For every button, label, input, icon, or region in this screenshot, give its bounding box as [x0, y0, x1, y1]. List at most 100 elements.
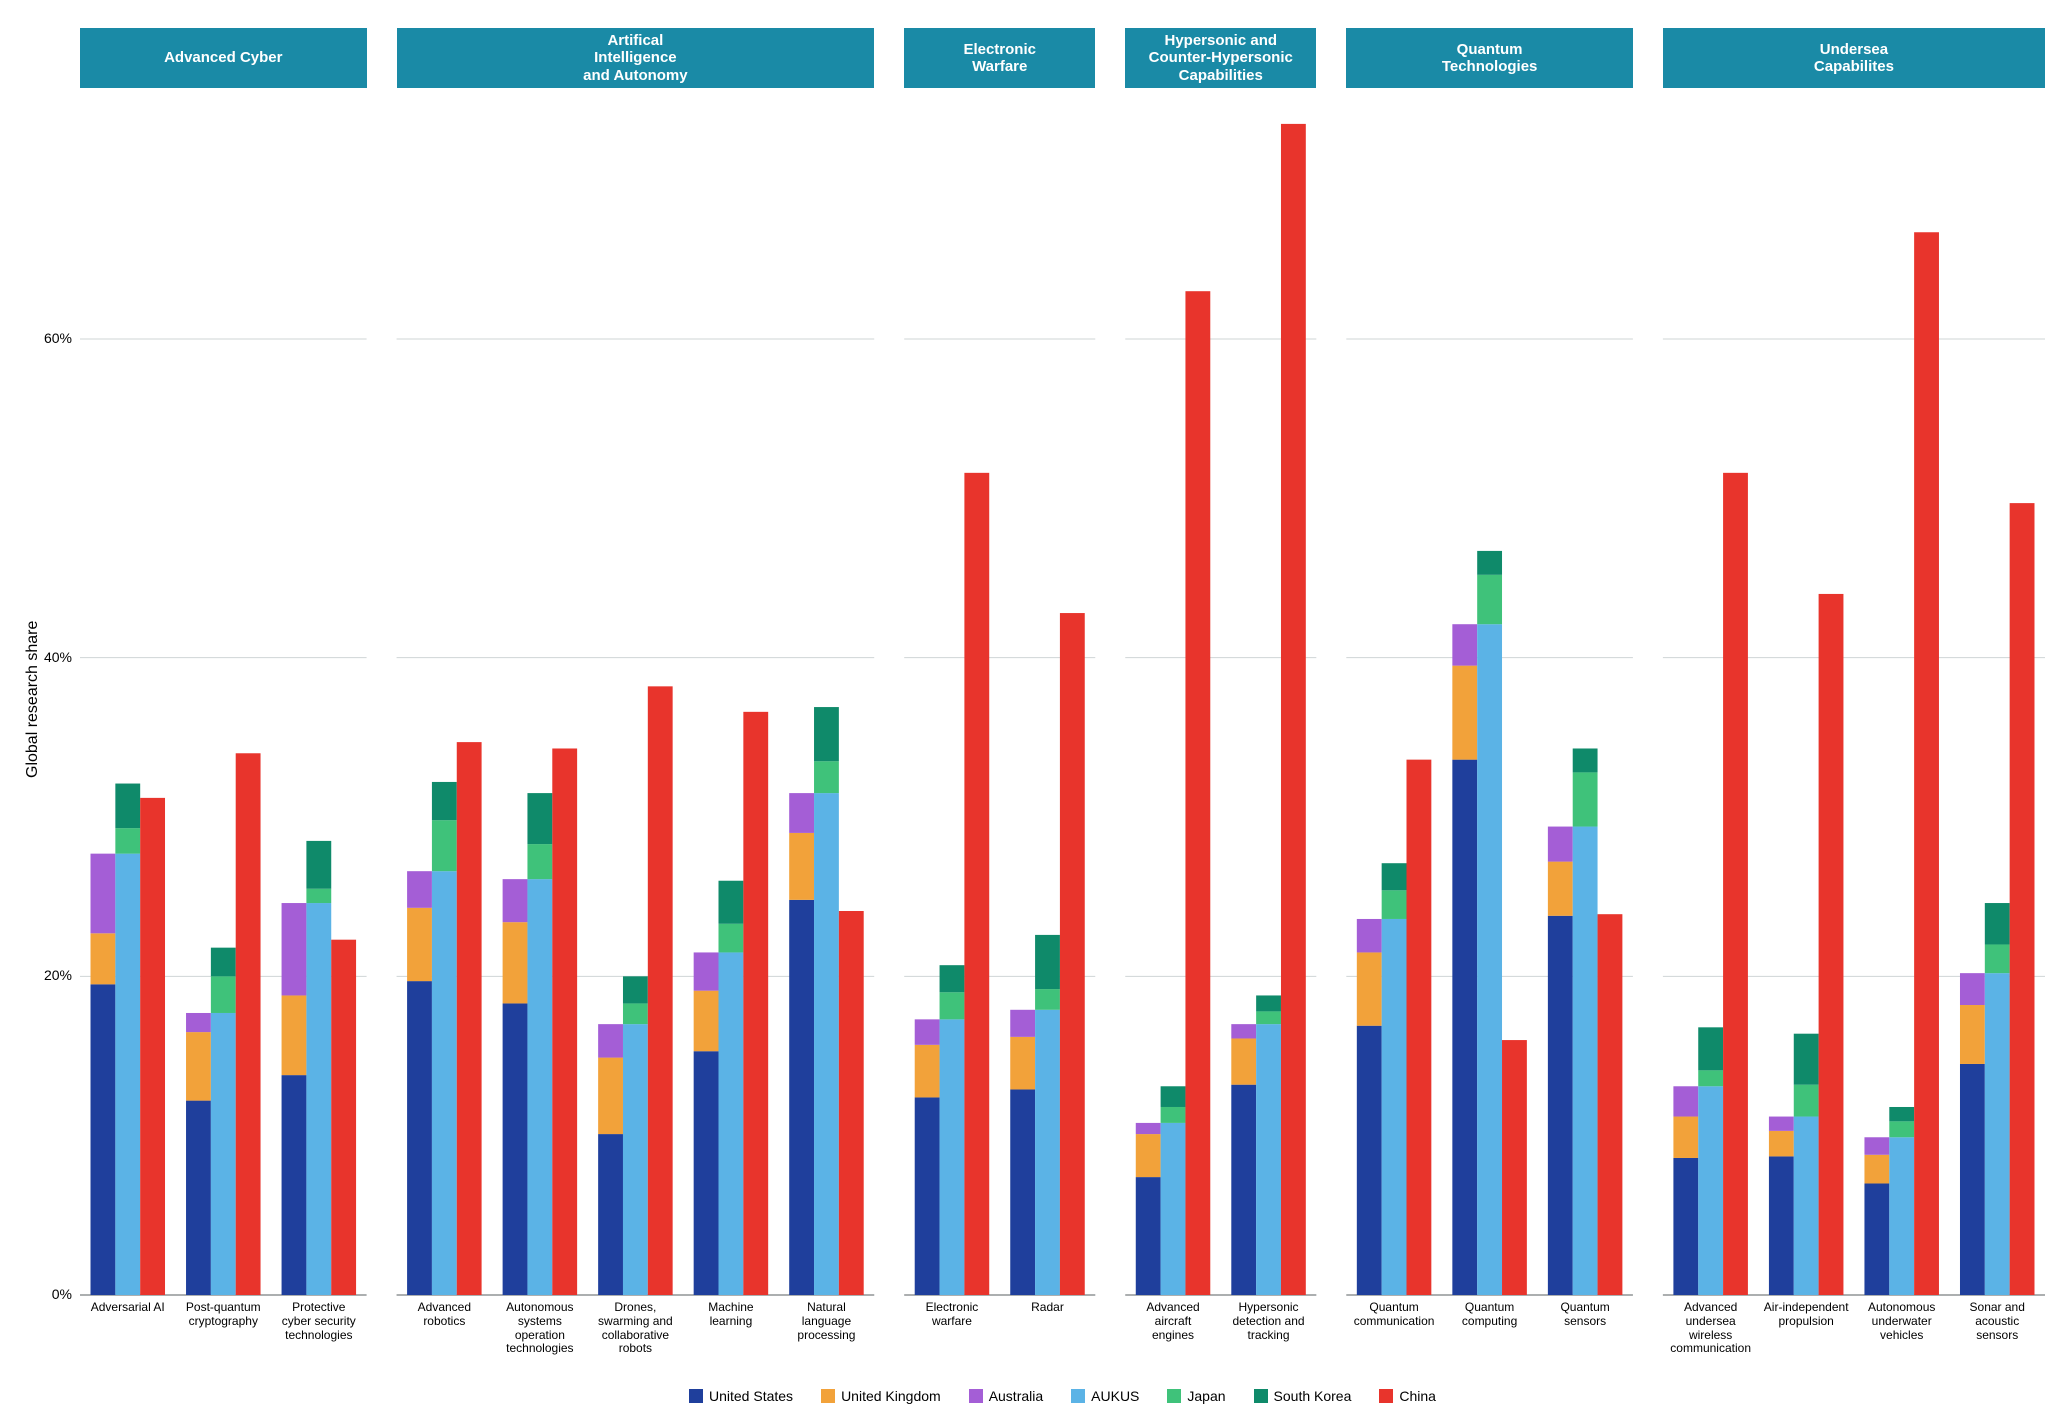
bar-US [1357, 1026, 1382, 1295]
chart-root: 0%20%40%60%Global research shareAdvanced… [0, 0, 2069, 1422]
bar-UK [407, 908, 432, 981]
bar-UK [1548, 862, 1573, 916]
bar-CN [1598, 914, 1623, 1295]
x-category-label: Adversarial AI [80, 1301, 176, 1315]
bar-AU [1960, 973, 1985, 1005]
bar-UK [1357, 952, 1382, 1025]
x-category-label: Protective cyber security technologies [271, 1301, 367, 1342]
bar-JP [1256, 1011, 1281, 1024]
bar-AUKUS [1035, 1010, 1060, 1295]
bar-AU [91, 854, 116, 934]
bar-KR [1889, 1107, 1914, 1121]
bar-AUKUS [432, 871, 457, 1295]
panel-header: Advanced Cyber [80, 28, 367, 88]
bar-AU [503, 879, 528, 922]
y-tick-label: 20% [44, 967, 72, 983]
bar-CN [140, 798, 165, 1295]
bar-KR [1698, 1027, 1723, 1070]
bar-AU [789, 793, 814, 833]
bar-JP [719, 924, 744, 953]
x-category-label: Advanced aircraft engines [1125, 1301, 1221, 1342]
bar-CN [457, 742, 482, 1295]
x-category-label: Machine learning [683, 1301, 779, 1329]
bar-US [1769, 1156, 1794, 1295]
x-category-label: Electronic warfare [904, 1301, 1000, 1329]
panel-header: Undersea Capabilites [1663, 28, 2045, 88]
bar-JP [115, 828, 140, 853]
bar-KR [940, 965, 965, 992]
bar-CN [552, 748, 577, 1295]
x-category-label: Drones, swarming and collaborative robot… [588, 1301, 684, 1356]
legend-label: Australia [989, 1388, 1043, 1404]
bar-AU [1548, 827, 1573, 862]
bar-US [1231, 1085, 1256, 1295]
bar-AU [1864, 1137, 1889, 1155]
legend-label: China [1399, 1388, 1436, 1404]
bar-KR [1161, 1086, 1186, 1107]
bar-KR [115, 784, 140, 829]
bar-JP [940, 992, 965, 1019]
bar-AUKUS [1477, 624, 1502, 1295]
x-category-label: Quantum sensors [1537, 1301, 1633, 1329]
legend-item: Australia [969, 1388, 1043, 1404]
bar-US [186, 1101, 211, 1295]
x-category-label: Autonomous underwater vehicles [1854, 1301, 1950, 1342]
bar-JP [1161, 1107, 1186, 1123]
chart-svg [0, 0, 2069, 1422]
bar-UK [1231, 1038, 1256, 1084]
legend-label: South Korea [1274, 1388, 1352, 1404]
bar-UK [789, 833, 814, 900]
bar-JP [623, 1003, 648, 1024]
bar-AUKUS [1573, 827, 1598, 1295]
legend: United StatesUnited KingdomAustraliaAUKU… [80, 1388, 2045, 1404]
bar-UK [1769, 1131, 1794, 1156]
panel-header: Hypersonic and Counter-Hypersonic Capabi… [1125, 28, 1316, 88]
x-category-label: Post-quantum cryptography [176, 1301, 272, 1329]
bar-KR [1477, 551, 1502, 575]
bar-KR [623, 976, 648, 1003]
bar-UK [91, 933, 116, 984]
bar-CN [1281, 124, 1306, 1295]
x-category-label: Advanced undersea wireless communication [1663, 1301, 1759, 1356]
legend-item: Japan [1167, 1388, 1225, 1404]
legend-swatch [689, 1389, 703, 1403]
x-category-label: Natural language processing [779, 1301, 875, 1342]
bar-CN [1723, 473, 1748, 1295]
bar-KR [814, 707, 839, 761]
bar-KR [1794, 1034, 1819, 1085]
bar-US [1960, 1064, 1985, 1295]
bar-KR [1382, 863, 1407, 890]
bar-AU [694, 952, 719, 990]
bar-AU [1673, 1086, 1698, 1116]
legend-item: China [1379, 1388, 1436, 1404]
bar-JP [1985, 944, 2010, 973]
bar-UK [598, 1058, 623, 1134]
x-category-label: Quantum communication [1346, 1301, 1442, 1329]
panel-header: Quantum Technologies [1346, 28, 1633, 88]
bar-AUKUS [1161, 1123, 1186, 1295]
bar-US [1548, 916, 1573, 1295]
bar-US [1452, 760, 1477, 1295]
bar-AUKUS [306, 903, 331, 1295]
legend-swatch [1071, 1389, 1085, 1403]
bar-KR [306, 841, 331, 889]
bar-AU [915, 1019, 940, 1044]
bar-AU [282, 903, 307, 995]
y-tick-label: 0% [52, 1286, 72, 1302]
bar-AUKUS [940, 1019, 965, 1295]
bar-US [915, 1097, 940, 1295]
bar-AU [1231, 1024, 1256, 1038]
bar-US [503, 1003, 528, 1295]
bar-CN [1914, 232, 1939, 1295]
bar-JP [432, 820, 457, 871]
x-category-label: Advanced robotics [397, 1301, 493, 1329]
legend-label: United Kingdom [841, 1388, 941, 1404]
bar-AUKUS [623, 1024, 648, 1295]
bar-JP [814, 761, 839, 793]
legend-swatch [969, 1389, 983, 1403]
bar-AU [1452, 624, 1477, 665]
bar-US [282, 1075, 307, 1295]
bar-AUKUS [814, 793, 839, 1295]
bar-JP [1573, 772, 1598, 826]
legend-label: United States [709, 1388, 793, 1404]
